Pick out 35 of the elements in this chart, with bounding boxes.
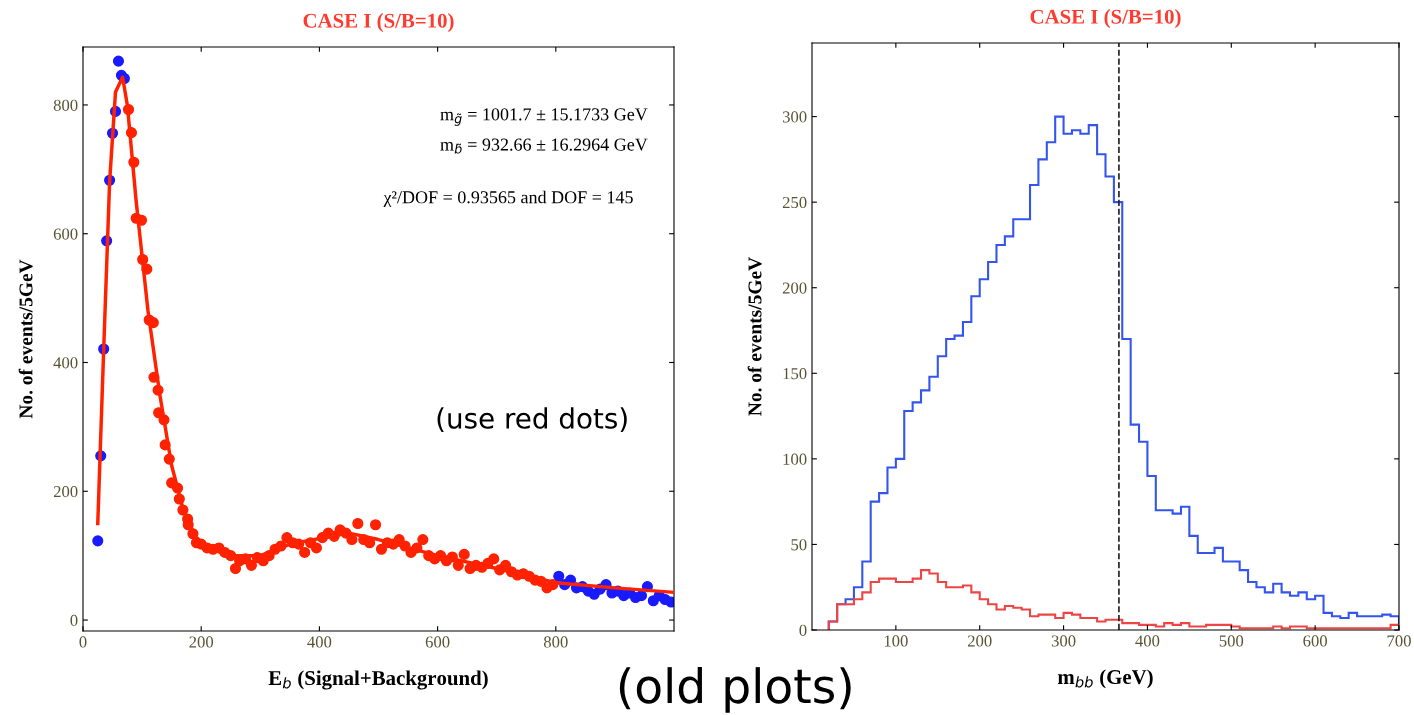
y-tick-label: 600	[53, 228, 78, 240]
annotation: (use red dots)	[437, 407, 627, 433]
x-tick-label: 300	[1051, 635, 1076, 647]
x-tick-label: 0	[79, 636, 87, 648]
y-tick-label: 100	[783, 453, 807, 465]
x-tick-label: 200	[189, 636, 214, 648]
x-tick-label: 500	[1219, 635, 1244, 647]
chart-title: CASE I (S/B=10)	[1030, 9, 1181, 28]
y-tick-label: 50	[791, 539, 807, 551]
annotation: m$_{g̃}$ = 1001.7 ± 15.1733 GeV	[440, 108, 648, 126]
y-tick-label: 200	[53, 485, 78, 498]
y-tick-label: 150	[783, 367, 807, 380]
y-axis-title: No. of events/5GeV	[18, 259, 33, 419]
annotation: χ²/DOF = 0.93565 and DOF = 145	[383, 190, 633, 208]
y-tick-label: 0	[70, 614, 78, 626]
y-tick-label: 400	[53, 357, 78, 369]
y-tick-label: 200	[782, 282, 807, 294]
y-axis-title: No. of events/5GeV	[747, 257, 762, 416]
x-tick-label: 700	[1387, 635, 1411, 647]
x-axis-title: m$_{bb}$ (GeV)	[1057, 669, 1153, 689]
y-tick-label: 250	[782, 196, 807, 209]
x-tick-label: 800	[543, 636, 568, 648]
annotation: m$_{b̃}$ = 932.66 ± 16.2964 GeV	[440, 138, 648, 154]
x-tick-label: 600	[1303, 635, 1328, 647]
y-tick-label: 0	[799, 624, 807, 636]
x-tick-label: 400	[1135, 635, 1160, 647]
x-axis-title: E$_{b}$ (Signal+Background)	[268, 670, 488, 690]
x-tick-label: 100	[884, 635, 908, 647]
y-tick-label: 800	[53, 99, 78, 111]
x-tick-label: 600	[425, 636, 450, 648]
x-tick-label: 200	[967, 635, 992, 647]
x-tick-label: 400	[307, 636, 332, 648]
text: (old plots)	[619, 667, 851, 713]
y-tick-label: 300	[782, 111, 807, 123]
chart-title: CASE I (S/B=10)	[303, 13, 454, 32]
